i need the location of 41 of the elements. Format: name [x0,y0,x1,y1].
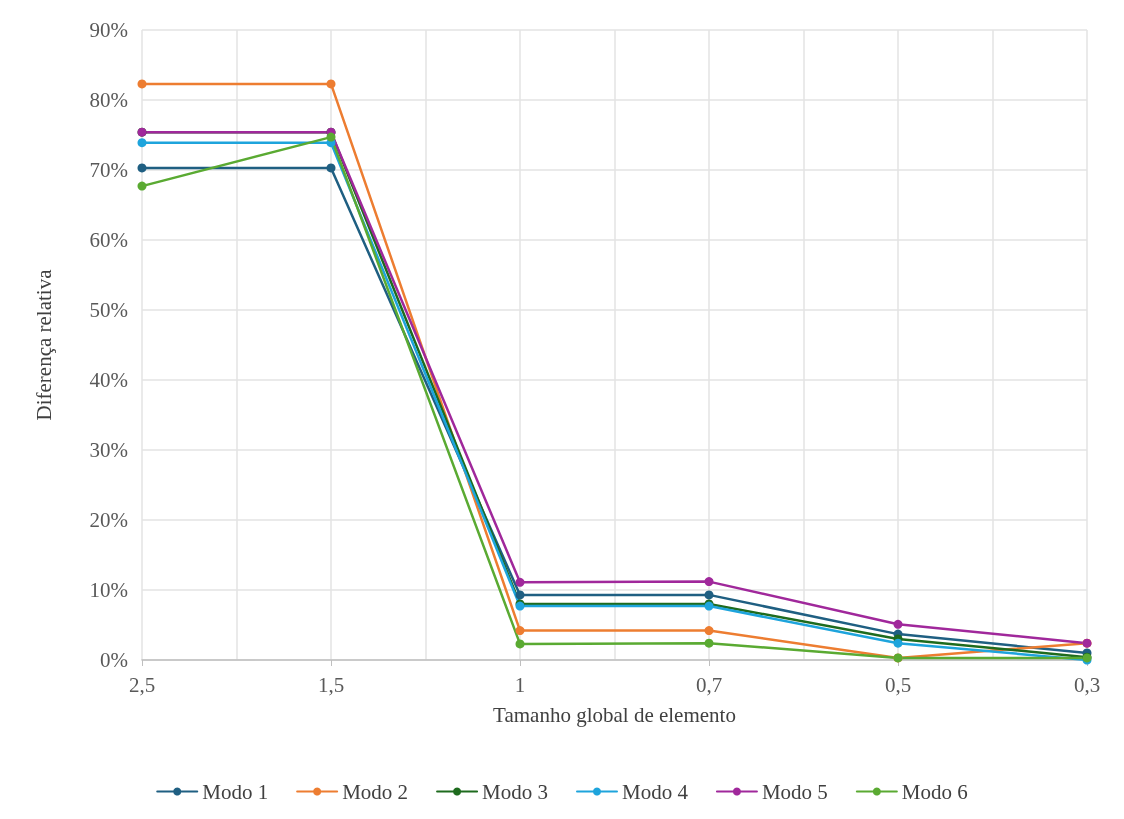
legend-label: Modo 2 [342,779,409,804]
x-tick-label: 2,5 [128,672,156,697]
y-tick-label: 60% [89,228,128,252]
x-axis-title: Tamanho global de elemento [493,702,736,727]
y-tick-label: 20% [89,508,128,532]
y-tick-label: 10% [89,578,128,602]
x-tick-label: 1,5 [317,672,345,697]
point [137,181,147,191]
legend-label: Modo 5 [761,779,828,804]
y-tick-label: 90% [89,18,128,42]
point [704,626,714,636]
point [704,577,714,587]
point [515,577,525,587]
x-tick-label: 0,7 [695,672,723,697]
point [515,639,525,649]
point [893,638,903,648]
point [515,590,525,600]
y-tick-label: 0% [100,648,128,672]
legend-label: Modo 3 [482,779,549,804]
point [326,132,336,142]
point [704,638,714,648]
point [893,619,903,629]
y-tick-label: 50% [89,298,128,322]
x-tick-label: 0,3 [1073,672,1101,697]
point [137,79,147,89]
point [704,590,714,600]
y-axis-title: Diferença relativa [31,268,56,421]
y-tick-label: 70% [89,158,128,182]
point [326,79,336,89]
point [137,138,147,148]
y-tick-label: 30% [89,438,128,462]
legend-label: Modo 6 [901,779,968,804]
legend-label: Modo 1 [202,779,269,804]
y-tick-label: 40% [89,368,128,392]
x-tick-label: 0,5 [884,672,912,697]
y-tick-label: 80% [89,88,128,112]
x-tick-label: 1 [514,672,526,697]
point [515,626,525,636]
point [137,163,147,173]
legend-label: Modo 4 [622,779,689,804]
point [326,163,336,173]
